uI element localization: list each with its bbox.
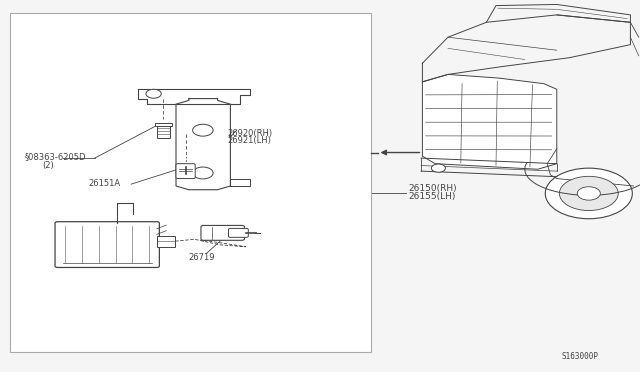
FancyBboxPatch shape: [228, 228, 248, 237]
Polygon shape: [138, 89, 250, 104]
Circle shape: [545, 168, 632, 219]
Text: 26155(LH): 26155(LH): [408, 192, 456, 201]
Circle shape: [431, 164, 445, 172]
Text: §08363-6205D: §08363-6205D: [24, 153, 86, 161]
Bar: [157, 235, 175, 247]
Text: 26150(RH): 26150(RH): [408, 185, 457, 193]
Polygon shape: [230, 179, 250, 186]
Circle shape: [146, 89, 161, 98]
Circle shape: [193, 167, 213, 179]
Text: 26719: 26719: [189, 253, 215, 262]
Text: 26921(LH): 26921(LH): [228, 136, 272, 145]
Circle shape: [193, 124, 213, 136]
FancyBboxPatch shape: [201, 225, 244, 240]
Circle shape: [577, 187, 600, 200]
Text: (2): (2): [42, 161, 54, 170]
Bar: [157, 125, 170, 138]
Text: 26920(RH): 26920(RH): [228, 129, 273, 138]
Circle shape: [559, 176, 618, 211]
FancyBboxPatch shape: [10, 13, 371, 352]
Polygon shape: [422, 74, 557, 169]
Bar: [155, 123, 172, 126]
FancyBboxPatch shape: [55, 222, 159, 267]
Text: 26151A: 26151A: [88, 179, 120, 188]
Polygon shape: [176, 99, 230, 190]
Text: S163000P: S163000P: [562, 352, 599, 361]
FancyBboxPatch shape: [176, 164, 195, 179]
